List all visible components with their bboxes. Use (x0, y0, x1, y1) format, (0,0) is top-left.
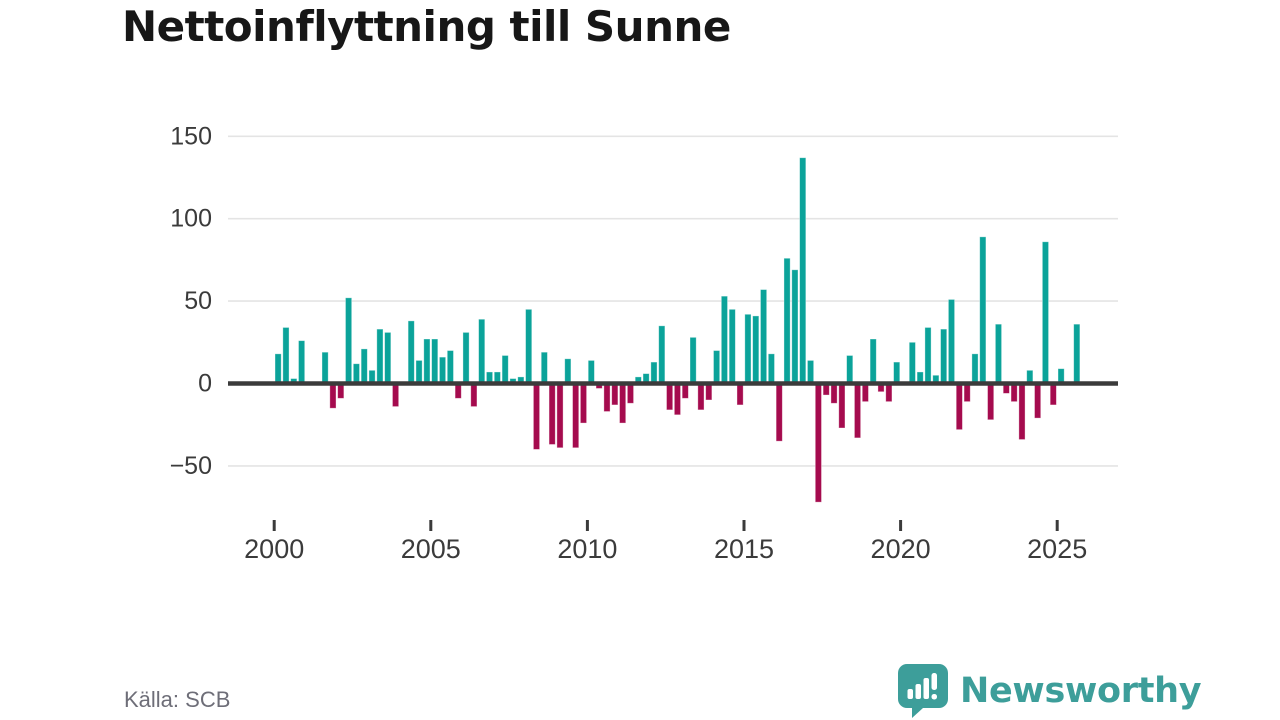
x-axis-tick-label: 2005 (401, 534, 461, 564)
bar (689, 336, 697, 384)
bar (987, 383, 995, 421)
bar (579, 383, 587, 424)
bar (1034, 383, 1042, 419)
bar (861, 383, 869, 403)
newsworthy-logo-text: Newsworthy (960, 671, 1202, 711)
bar (791, 269, 799, 384)
bar (658, 325, 666, 384)
bar (462, 332, 470, 384)
bar (760, 289, 768, 384)
bar (979, 236, 987, 384)
x-axis-tick-label: 2025 (1027, 534, 1087, 564)
bar (846, 355, 854, 384)
y-axis-tick-label: 100 (170, 205, 212, 233)
y-axis-tick-label: 150 (170, 122, 212, 150)
bar (744, 313, 752, 384)
x-axis-tick-label: 2010 (557, 534, 617, 564)
y-axis-tick-label: 50 (184, 287, 212, 315)
bar (360, 348, 368, 384)
bar (924, 327, 932, 384)
bar (713, 350, 721, 384)
bar (626, 383, 634, 404)
bar (352, 363, 360, 384)
bar (838, 383, 846, 429)
bar (940, 328, 948, 384)
bar (705, 383, 713, 401)
bar (407, 320, 415, 384)
x-axis-tick-label: 2020 (871, 534, 931, 564)
bar (814, 383, 822, 503)
bar (431, 338, 439, 384)
bar (666, 383, 674, 411)
bar (971, 353, 979, 384)
bar (423, 338, 431, 384)
bar (321, 351, 329, 384)
bar (783, 257, 791, 384)
bar (963, 383, 971, 403)
bar (885, 383, 893, 403)
bar (540, 351, 548, 384)
mini-bar-chart-glyph (907, 673, 937, 700)
bar (673, 383, 681, 416)
bar (282, 327, 290, 384)
bar (619, 383, 627, 424)
bar (807, 360, 815, 384)
bar (736, 383, 744, 406)
bar (501, 355, 509, 384)
bar (603, 383, 611, 412)
bar (439, 356, 447, 384)
x-axis-tick-label: 2000 (244, 534, 304, 564)
bar (415, 360, 423, 384)
bar (587, 360, 595, 384)
source-label: Källa: SCB (124, 687, 231, 712)
y-axis-tick-label: 0 (198, 370, 212, 398)
bar (1041, 241, 1049, 384)
bar (329, 383, 337, 409)
bar (533, 383, 541, 450)
bar (830, 383, 838, 404)
newsworthy-logo: Newsworthy (898, 664, 1202, 718)
bar (775, 383, 783, 442)
bar (728, 308, 736, 384)
bar (1010, 383, 1018, 403)
page-title: Nettoinflyttning till Sunne (122, 2, 731, 51)
bar (720, 295, 728, 384)
bar (345, 297, 353, 384)
bar (478, 318, 486, 384)
bar (767, 353, 775, 384)
bar (470, 383, 478, 407)
bar (955, 383, 963, 431)
x-axis-tick-label: 2015 (714, 534, 774, 564)
y-axis-tick-label: −50 (170, 452, 212, 480)
bar (274, 353, 282, 384)
bar (947, 299, 955, 384)
bar (564, 358, 572, 384)
bar (384, 332, 392, 384)
bar (572, 383, 580, 449)
bar (548, 383, 556, 445)
bar (298, 340, 306, 384)
bar (650, 361, 658, 384)
bar (869, 338, 877, 384)
bar (1073, 323, 1081, 384)
bar (854, 383, 862, 439)
bar (446, 350, 454, 384)
bar (893, 361, 901, 384)
newsworthy-logo-icon (898, 664, 948, 718)
speech-bubble-shape (898, 664, 948, 718)
bar (799, 157, 807, 384)
bar (908, 341, 916, 384)
bar (752, 315, 760, 384)
bar (525, 308, 533, 384)
bar (994, 323, 1002, 384)
bar (392, 383, 400, 407)
bar (1049, 383, 1057, 406)
bar (611, 383, 619, 406)
bar (376, 328, 384, 384)
bar (1018, 383, 1026, 440)
bar (697, 383, 705, 411)
bar (556, 383, 564, 449)
